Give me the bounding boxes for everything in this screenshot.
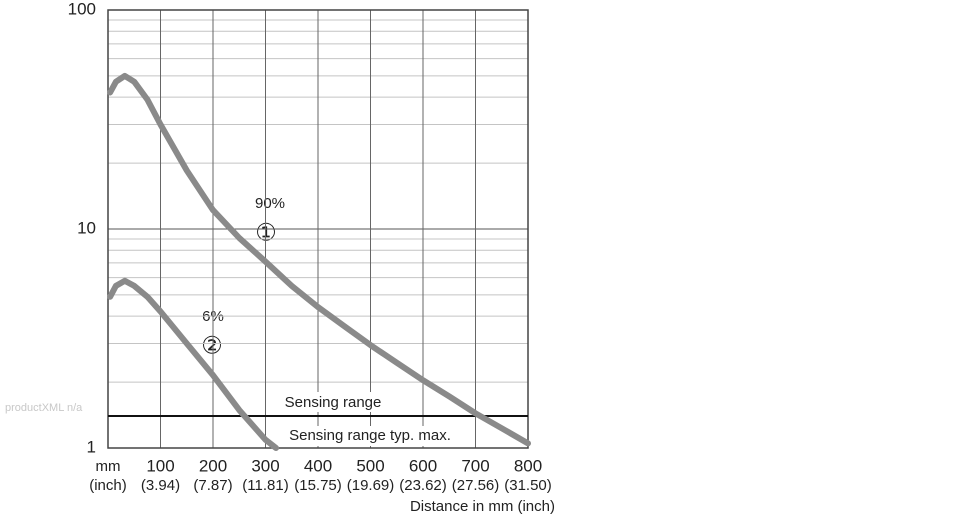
x-tick-sublabel: (15.75) — [294, 477, 342, 494]
x-tick-label: 300 — [251, 456, 279, 475]
x-tick-sublabel: (31.50) — [504, 477, 552, 494]
series-line — [107, 277, 279, 451]
y-tick-label: 10 — [77, 218, 96, 237]
series-marker: ② — [201, 332, 223, 359]
x-tick-label: 600 — [409, 456, 437, 475]
label-bg — [268, 425, 473, 446]
watermark: productXML n/a — [5, 402, 83, 414]
series-line — [107, 72, 531, 447]
plot-frame — [107, 9, 529, 449]
x-unit-label: mm — [96, 458, 121, 475]
x-tick-label: 400 — [304, 456, 332, 475]
x-tick-label: 100 — [146, 456, 174, 475]
x-unit-sublabel: (inch) — [89, 477, 127, 494]
x-tick-sublabel: (7.87) — [193, 477, 232, 494]
x-tick-sublabel: (11.81) — [242, 477, 288, 494]
series-label: 90% — [255, 195, 285, 212]
x-tick-sublabel: (23.62) — [399, 477, 447, 494]
x-tick-sublabel: (3.94) — [141, 477, 180, 494]
reference-label: Sensing range typ. max. — [289, 427, 451, 444]
y-tick-label: 100 — [68, 0, 96, 18]
x-tick-label: 500 — [356, 456, 384, 475]
label-bg — [268, 391, 396, 412]
x-tick-label: 800 — [514, 456, 542, 475]
x-axis-label: Distance in mm (inch) — [410, 498, 555, 515]
x-tick-label: 700 — [461, 456, 489, 475]
x-tick-sublabel: (19.69) — [347, 477, 395, 494]
x-tick-sublabel: (27.56) — [452, 477, 500, 494]
reference-label: Sensing range — [285, 394, 382, 411]
y-tick-label: 1 — [87, 437, 96, 456]
x-tick-label: 200 — [199, 456, 227, 475]
